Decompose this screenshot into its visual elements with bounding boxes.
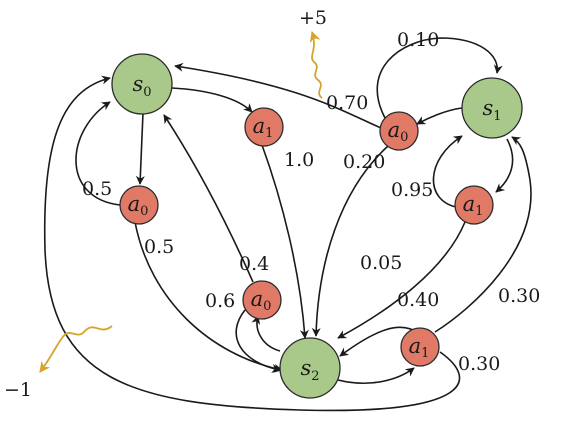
- edge-s0-to-s0a0: [135, 112, 145, 185]
- label-s0a1-to-s2: 1.0: [284, 149, 314, 171]
- edge-s0-to-s0a1: [171, 87, 253, 113]
- edge-s2a1-to-s1: [434, 136, 532, 333]
- action-s0a1-sub: 1: [265, 126, 273, 141]
- state-node-s1: s1: [461, 77, 523, 139]
- edge-s0a0-to-s2: [134, 221, 283, 373]
- state-s2-main: s: [300, 356, 311, 380]
- edge-s1-to-s1a1: [495, 138, 514, 193]
- svg-text:s1: s1: [482, 96, 501, 124]
- label-s2a1-to-s2: 0.40: [397, 289, 439, 311]
- svg-text:a1: a1: [253, 114, 274, 141]
- edge-s0a1-to-s2: [261, 144, 309, 339]
- action-node-s2a0: a0: [242, 280, 282, 320]
- label-s2a0-to-s2: 0.6: [205, 290, 235, 312]
- state-s0-main: s: [132, 72, 143, 96]
- state-node-s2: s2: [279, 337, 341, 399]
- label-s1a1-to-s1: 0.95: [391, 179, 433, 201]
- edge-s2a1-to-s0: [43, 75, 461, 412]
- label-s1a0-to-s2: 0.20: [343, 151, 385, 173]
- reward-edge-positive: [309, 30, 323, 99]
- edge-s1-to-s1a0: [416, 107, 463, 125]
- nodes: s0 s1 s2 a0 a1 a0 a1 a0: [111, 53, 523, 399]
- label-s2a1-to-s0: 0.30: [458, 353, 500, 375]
- edge-s1a0-to-s1: [376, 37, 503, 119]
- label-s1a0-to-s1: 0.10: [397, 29, 439, 51]
- svg-text:a1: a1: [409, 334, 430, 361]
- label-s1a1-to-s2: 0.05: [360, 252, 402, 274]
- reward-labels: +5 −1: [4, 7, 327, 401]
- action-s1a1-main: a: [463, 192, 476, 216]
- state-node-s0: s0: [111, 53, 173, 115]
- action-s1a0-sub: 0: [400, 130, 408, 145]
- action-node-s1a1: a1: [454, 185, 494, 225]
- svg-text:s0: s0: [132, 72, 151, 100]
- edge-s1a0-to-s0: [174, 62, 382, 129]
- action-s0a0-main: a: [128, 192, 141, 216]
- action-node-s0a0: a0: [119, 185, 159, 225]
- action-s1a0-main: a: [388, 118, 401, 142]
- edge-s2-to-s2a1: [337, 367, 415, 385]
- edge-s2a0-to-s0: [163, 114, 254, 283]
- state-s1-sub: 1: [493, 109, 501, 124]
- action-s0a1-main: a: [253, 114, 266, 138]
- action-s1a1-sub: 1: [475, 204, 483, 219]
- label-s1a0-to-s0: 0.70: [326, 92, 368, 114]
- label-s0a0-to-s2: 0.5: [144, 236, 174, 258]
- edge-s0a0-to-s0: [75, 101, 121, 206]
- state-s1-main: s: [482, 96, 493, 120]
- reward-negative-label: −1: [4, 379, 32, 401]
- action-s2a0-main: a: [251, 287, 264, 311]
- edge-s1a1-to-s2: [337, 221, 466, 339]
- label-s2a0-to-s0: 0.4: [239, 253, 269, 275]
- action-s2a1-sub: 1: [421, 346, 429, 361]
- action-node-s2a1: a1: [400, 327, 440, 367]
- action-node-s0a1: a1: [244, 107, 284, 147]
- svg-text:a0: a0: [251, 287, 272, 314]
- action-s0a0-sub: 0: [140, 204, 148, 219]
- svg-text:s2: s2: [300, 356, 319, 384]
- svg-text:a1: a1: [463, 192, 484, 219]
- edge-s2-to-s2a0: [251, 315, 281, 352]
- edges: [39, 30, 532, 412]
- action-s2a1-main: a: [409, 334, 422, 358]
- state-s0-sub: 0: [143, 85, 151, 100]
- state-s2-sub: 2: [311, 369, 319, 384]
- reward-edge-negative: [39, 325, 113, 373]
- transition-labels: 0.5 0.5 1.0 0.70 0.10 0.20 0.95 0.05 0.4…: [82, 29, 540, 375]
- action-s2a0-sub: 0: [263, 299, 271, 314]
- edge-s1a0-to-s2: [311, 145, 389, 337]
- label-s2a1-to-s1: 0.30: [498, 285, 540, 307]
- svg-text:a0: a0: [388, 118, 409, 145]
- reward-positive-label: +5: [299, 7, 327, 29]
- edge-s1a1-to-s1: [432, 135, 463, 208]
- svg-text:a0: a0: [128, 192, 149, 219]
- label-s0a0-to-s0: 0.5: [82, 178, 112, 200]
- edge-s2a0-to-s2: [235, 309, 281, 373]
- action-node-s1a0: a0: [379, 111, 419, 151]
